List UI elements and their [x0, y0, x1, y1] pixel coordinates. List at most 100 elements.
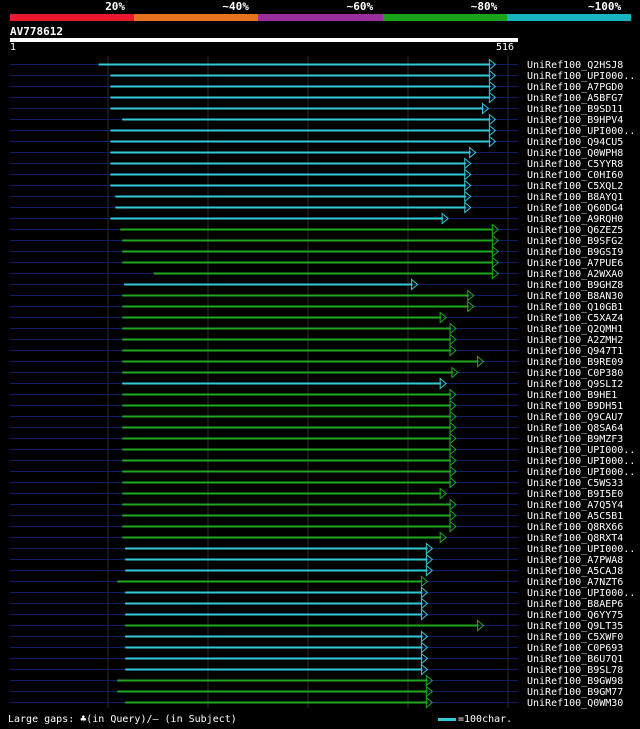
scale-legend: =100char. — [438, 714, 512, 725]
hit-arrow — [420, 652, 429, 665]
hit-arrow — [439, 487, 447, 500]
hit-label: UniRef100_A5C5B1 — [527, 511, 623, 522]
hit-arrow — [477, 619, 485, 632]
hit-row: UniRef100_Q6YY75 — [10, 608, 623, 621]
hit-row: UniRef100_B8AN30 — [10, 289, 623, 302]
hit-arrow — [488, 124, 497, 137]
hit-label: UniRef100_Q2HSJ8 — [527, 60, 623, 71]
hit-label: UniRef100_B9DH51 — [527, 401, 623, 412]
hit-arrow — [467, 300, 475, 313]
hit-row: UniRef100_B9GSI9 — [10, 245, 623, 258]
hit-label: UniRef100_Q0WPH8 — [527, 148, 623, 159]
hit-arrow — [425, 685, 434, 698]
hit-arrow — [425, 696, 434, 709]
hit-label: UniRef100_Q947T1 — [527, 346, 623, 357]
hit-label: UniRef100_A9RQH0 — [527, 214, 623, 225]
hit-label: UniRef100_C0HI60 — [527, 170, 623, 181]
hit-arrow — [420, 586, 429, 599]
hit-arrow — [420, 597, 429, 610]
hit-row: UniRef100_B9GW98 — [10, 674, 623, 687]
hit-row: UniRef100_C0HI60 — [10, 168, 623, 181]
legend-band — [506, 14, 632, 21]
hit-arrow — [488, 135, 497, 148]
hit-label: UniRef100_B9I5E0 — [527, 489, 623, 500]
hit-label: UniRef100_B9SFG2 — [527, 236, 623, 247]
hit-arrow — [451, 366, 459, 379]
hit-arrow — [488, 58, 497, 71]
hit-row: UniRef100_B9MZF3 — [10, 432, 623, 445]
legend-band-label: ~100% — [588, 0, 622, 13]
hit-row: UniRef100_C5XQL2 — [10, 179, 623, 192]
hit-label: UniRef100_B9MZF3 — [527, 434, 623, 445]
hit-row: UniRef100_B9DH51 — [10, 399, 623, 412]
hit-label: UniRef100_Q6YY75 — [527, 610, 623, 621]
legend-band-label: ~60% — [346, 0, 374, 13]
hit-row: UniRef100_Q0WM30 — [10, 696, 623, 709]
hit-row: UniRef100_UPI000.. — [10, 454, 635, 467]
hit-row: UniRef100_B9HE1 — [10, 388, 617, 401]
hit-row: UniRef100_A5BFG7 — [10, 91, 623, 104]
hit-arrow — [449, 498, 457, 511]
hit-arrow — [439, 531, 447, 544]
hit-label: UniRef100_B9GHZ8 — [527, 280, 623, 291]
hit-arrow — [420, 630, 429, 643]
hit-arrow — [449, 322, 457, 335]
hit-label: UniRef100_B9SL78 — [527, 665, 623, 676]
legend-band — [382, 14, 508, 21]
hit-row: UniRef100_Q947T1 — [10, 344, 623, 357]
hit-arrow — [420, 575, 429, 588]
hit-label: UniRef100_Q8SA64 — [527, 423, 623, 434]
hit-row: UniRef100_Q8RX66 — [10, 520, 623, 533]
hit-row: UniRef100_A7PWA8 — [10, 553, 623, 566]
gaps-legend: Large gaps: ♣(in Query)/– (in Subject) — [8, 714, 237, 725]
hit-label: UniRef100_UPI000.. — [527, 126, 635, 137]
hit-label: UniRef100_UPI000.. — [527, 544, 635, 555]
hit-label: UniRef100_B9GSI9 — [527, 247, 623, 258]
hit-arrow — [464, 190, 472, 203]
hit-row: UniRef100_B9SFG2 — [10, 234, 623, 247]
hit-arrow — [439, 377, 447, 390]
hit-row: UniRef100_Q2HSJ8 — [10, 58, 623, 71]
legend-band-label: 20% — [105, 0, 126, 13]
hit-row: UniRef100_Q8SA64 — [10, 421, 623, 434]
hit-arrow — [449, 443, 457, 456]
hit-row: UniRef100_A7NZT6 — [10, 575, 623, 588]
hit-row: UniRef100_Q0WPH8 — [10, 146, 623, 159]
hit-row: UniRef100_Q2QMH1 — [10, 322, 623, 335]
hit-label: UniRef100_B9RE09 — [527, 357, 623, 368]
hit-row: UniRef100_Q6ZEZ5 — [10, 223, 623, 236]
hit-arrow — [425, 542, 434, 555]
hit-label: UniRef100_A2ZMH2 — [527, 335, 623, 346]
legend-band-label: ~40% — [222, 0, 249, 13]
hit-row: UniRef100_UPI000.. — [10, 443, 635, 456]
hit-arrow — [491, 234, 500, 247]
hit-row: UniRef100_B6U7Q1 — [10, 652, 623, 665]
hit-arrow — [411, 278, 419, 291]
hit-label: UniRef100_A7PGD0 — [527, 82, 623, 93]
hit-arrow — [464, 157, 472, 170]
hit-label: UniRef100_C5XWF0 — [527, 632, 623, 643]
hit-label: UniRef100_B8AYQ1 — [527, 192, 623, 203]
hit-arrow — [425, 564, 434, 577]
hit-label: UniRef100_UPI000.. — [527, 445, 635, 456]
hit-row: UniRef100_UPI000.. — [10, 124, 635, 137]
hit-row: UniRef100_UPI000.. — [10, 586, 635, 599]
hit-arrow — [449, 388, 457, 401]
hit-arrow — [488, 113, 497, 126]
scale-bar — [438, 717, 456, 721]
hit-row: UniRef100_Q8RXT4 — [10, 531, 623, 544]
query-start-label: 1 — [10, 42, 17, 53]
hit-arrow — [449, 333, 457, 346]
hit-arrow — [449, 410, 457, 423]
hit-label: UniRef100_A7NZT6 — [527, 577, 623, 588]
hit-row: UniRef100_C5WS33 — [10, 476, 623, 489]
hit-arrow — [491, 223, 500, 236]
hit-row: UniRef100_C5YYR8 — [10, 157, 623, 170]
hit-row: UniRef100_A5C5B1 — [10, 509, 623, 522]
hit-arrow — [449, 509, 457, 522]
hit-row: UniRef100_C0P693 — [10, 641, 623, 654]
hit-row: UniRef100_Q60DG4 — [10, 201, 623, 214]
hit-label: UniRef100_UPI000.. — [527, 71, 635, 82]
hit-label: UniRef100_B6U7Q1 — [527, 654, 623, 665]
